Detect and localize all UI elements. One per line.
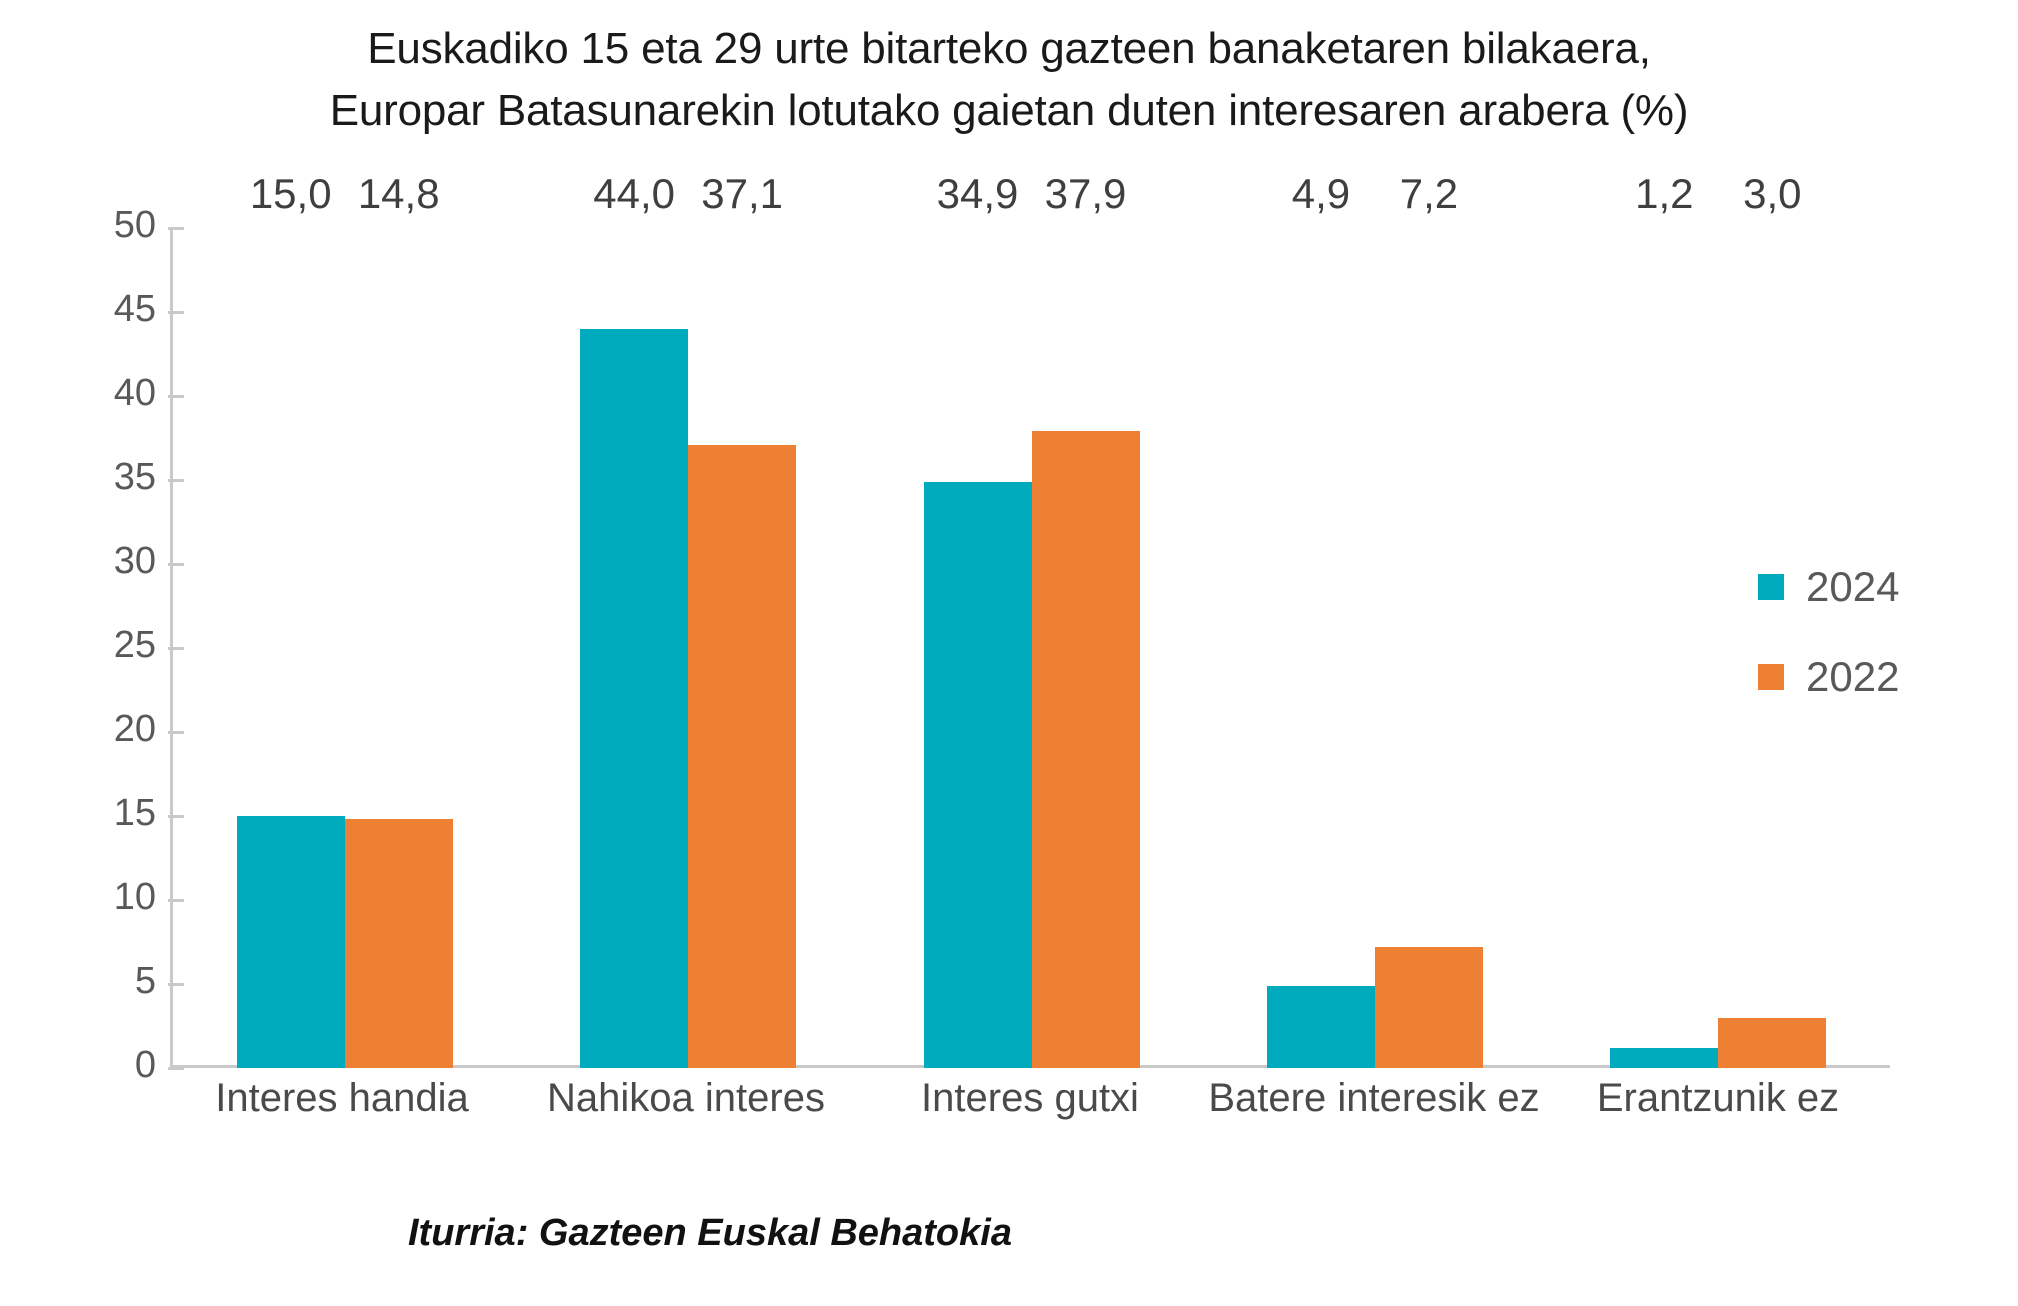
bar-value-label: 7,2 xyxy=(1399,170,1459,217)
chart-title: Euskadiko 15 eta 29 urte bitarteko gazte… xyxy=(329,24,1689,135)
bar[interactable]: 7,2 xyxy=(1374,170,1483,1068)
bar-pair: 44,0 37,1 xyxy=(516,170,859,1068)
x-axis-category-label: Interes handia xyxy=(215,1076,469,1120)
bar-pair: 34,9 37,9 xyxy=(860,170,1203,1068)
legend-item-2024[interactable]: 2024 xyxy=(1758,556,1998,618)
y-tick-label: 45 xyxy=(113,288,156,330)
bar-group: 34,9 37,9 xyxy=(860,170,1203,1068)
bar[interactable]: 14,8 xyxy=(344,170,453,1068)
x-axis-category-label: Nahikoa interes xyxy=(547,1076,825,1120)
bar-group: 1,2 3,0 xyxy=(1547,170,1890,1068)
y-tick-mark xyxy=(168,730,184,734)
bar-wrap: 4,9 xyxy=(1266,170,1375,1068)
y-tick-mark xyxy=(168,898,184,902)
y-tick-mark xyxy=(168,226,184,230)
bar-value-label: 37,1 xyxy=(701,170,783,217)
bar-wrap: 44,0 xyxy=(580,170,689,1068)
legend-label: 2024 xyxy=(1806,563,1900,610)
bar-pair: 15,0 14,8 xyxy=(173,170,516,1068)
legend: 2024 2022 xyxy=(1758,556,1998,736)
y-tick-label: 15 xyxy=(113,792,156,834)
bar-value-label: 37,9 xyxy=(1044,170,1127,217)
bar-group: 4,9 7,2 xyxy=(1203,170,1546,1068)
bar-wrap: 7,2 xyxy=(1374,170,1483,1068)
bar-value-label: 44,0 xyxy=(593,170,675,217)
bar-wrap: 3,0 xyxy=(1718,170,1827,1068)
y-tick-label: 20 xyxy=(113,708,156,750)
bar-wrap: 14,8 xyxy=(344,170,453,1068)
y-tick-label: 5 xyxy=(134,960,156,1002)
bar-wrap: 37,9 xyxy=(1031,170,1140,1068)
bar[interactable]: 4,9 xyxy=(1266,170,1375,1068)
bar-value-label: 14,8 xyxy=(357,170,440,217)
y-tick-label: 25 xyxy=(113,624,156,666)
legend-item-2022[interactable]: 2022 xyxy=(1758,646,1998,708)
y-tick-mark xyxy=(168,562,184,566)
bar-value-label: 4,9 xyxy=(1291,170,1351,217)
bar[interactable]: 34,9 xyxy=(923,170,1032,1068)
bar-wrap: 1,2 xyxy=(1610,170,1719,1068)
y-tick-mark xyxy=(168,814,184,818)
bar[interactable]: 44,0 xyxy=(580,170,689,1068)
x-axis-category-label: Batere interesik ez xyxy=(1208,1076,1540,1120)
legend-swatch-icon xyxy=(1758,664,1784,690)
bar[interactable]: 37,1 xyxy=(688,170,797,1068)
bar-value-label: 1,2 xyxy=(1635,170,1694,217)
y-tick-mark xyxy=(168,1066,184,1070)
source-note: Iturria: Gazteen Euskal Behatokia xyxy=(408,1212,1012,1254)
x-axis-category-label: Erantzunik ez xyxy=(1596,1076,1840,1120)
bar-group: 15,0 14,8 xyxy=(173,170,516,1068)
bar-wrap: 15,0 xyxy=(236,170,345,1068)
bar-value-label: 3,0 xyxy=(1743,170,1802,217)
y-tick-mark xyxy=(168,394,184,398)
bar-pair: 4,9 7,2 xyxy=(1203,170,1546,1068)
y-tick-label: 10 xyxy=(113,876,156,918)
x-axis-category-label: Interes gutxi xyxy=(921,1076,1139,1120)
y-tick-label: 35 xyxy=(113,456,156,498)
bar-groups: 15,0 14,8 44,0 37,1 34,9 37,9 4,9 7,2 1,2 3,0 xyxy=(173,170,1890,1068)
plot-area: 50 45 40 35 30 25 20 15 10 5 0 15,0 14,8 44,0 37,1 34,… xyxy=(114,170,1890,1086)
legend-swatch-icon xyxy=(1758,574,1784,600)
y-tick-label: 30 xyxy=(113,540,156,582)
bar-value-label: 15,0 xyxy=(249,170,332,217)
bar[interactable]: 1,2 xyxy=(1610,170,1719,1068)
y-tick-label: 0 xyxy=(134,1044,156,1086)
bar-group: 44,0 37,1 xyxy=(516,170,859,1068)
y-tick-mark xyxy=(168,310,184,314)
bar[interactable]: 37,9 xyxy=(1031,170,1140,1068)
y-tick-mark xyxy=(168,646,184,650)
y-tick-label: 50 xyxy=(113,204,156,246)
y-tick-label: 40 xyxy=(113,372,156,414)
legend-label: 2022 xyxy=(1806,653,1900,700)
bar-wrap: 34,9 xyxy=(923,170,1032,1068)
bar[interactable]: 15,0 xyxy=(236,170,345,1068)
bar-wrap: 37,1 xyxy=(688,170,797,1068)
bar[interactable]: 3,0 xyxy=(1718,170,1827,1068)
y-tick-mark xyxy=(168,982,184,986)
y-tick-mark xyxy=(168,478,184,482)
bar-pair: 1,2 3,0 xyxy=(1547,170,1890,1068)
bar-value-label: 34,9 xyxy=(936,170,1019,217)
x-axis-category-labels: Interes handia Nahikoa interes Interes gut… xyxy=(170,1076,1890,1121)
